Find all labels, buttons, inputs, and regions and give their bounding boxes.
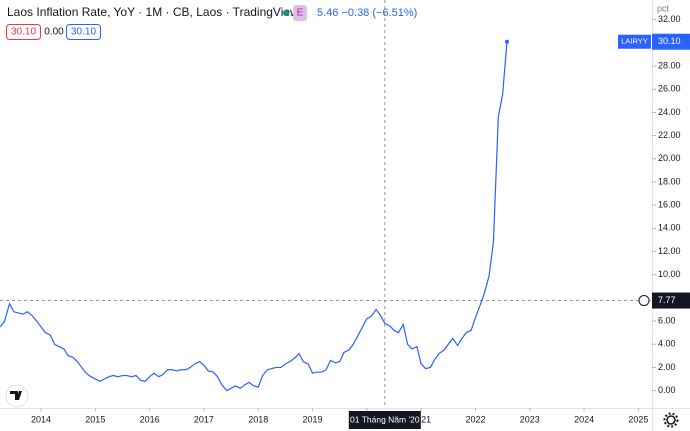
x-tick-label: 2023 <box>520 414 540 424</box>
crosshair-x-label: 01 Tháng Năm '20 <box>350 414 420 424</box>
x-tick-label: 2025 <box>628 414 648 424</box>
chart-title: Laos Inflation Rate, YoY · 1M · CB, Laos… <box>7 5 299 19</box>
x-tick-label: 2014 <box>31 414 51 424</box>
badge-box <box>66 24 101 40</box>
y-tick-label: 18.00 <box>658 176 681 186</box>
y-tick-label: 32.00 <box>658 14 681 24</box>
y-tick-label: 14.00 <box>658 223 681 233</box>
y-tick-label: 4.00 <box>658 339 676 349</box>
x-tick-label: 2018 <box>248 414 268 424</box>
last-value-box <box>652 33 690 50</box>
badge: 30.10 <box>11 27 36 38</box>
y-tick-label: 24.00 <box>658 107 681 117</box>
series-name: LAIRYY <box>621 37 648 46</box>
series-line <box>0 41 508 392</box>
last-point <box>504 39 509 44</box>
badge: 30.10 <box>71 27 96 38</box>
last-value-label: 30.10 <box>658 36 681 46</box>
crosshair-y-label: 7.77 <box>658 295 676 305</box>
x-tick-label: 2017 <box>194 414 214 424</box>
x-tick-label: 2022 <box>465 414 485 424</box>
crosshair-plus <box>638 295 650 307</box>
x-tick-label: 2024 <box>574 414 594 424</box>
plot <box>0 0 652 408</box>
y-tick-label: 12.00 <box>658 246 681 256</box>
y-tick-label: 20.00 <box>658 153 681 163</box>
settings-icon[interactable] <box>663 412 679 428</box>
x-tick-label: 2019 <box>303 414 323 424</box>
y-tick-label: 16.00 <box>658 200 681 210</box>
event-badge-box <box>293 5 307 21</box>
badge-box <box>6 24 41 40</box>
quote: 5.46 −0.38 (−6.51%) <box>317 7 417 19</box>
y-tick-label: 22.00 <box>658 130 681 140</box>
status-dot <box>283 10 289 16</box>
y-tick-label: 10.00 <box>658 269 681 279</box>
x-tick-label: 2021 <box>411 414 431 424</box>
y-tick-label: 26.00 <box>658 84 681 94</box>
x-tick-label: 2015 <box>85 414 105 424</box>
y-tick-label: 0.00 <box>658 385 676 395</box>
y-unit: pct <box>657 3 670 13</box>
y-tick-label: 2.00 <box>658 362 676 372</box>
series-name-box <box>618 34 651 49</box>
crosshair-y-box <box>652 292 690 309</box>
logo <box>5 384 29 408</box>
event-badge: E <box>297 8 304 19</box>
y-tick-label: 28.00 <box>658 60 681 70</box>
badge: 0.00 <box>44 27 64 38</box>
y-tick-label: 6.00 <box>658 315 676 325</box>
crosshair-x-box <box>348 411 421 429</box>
x-tick-label: 2016 <box>140 414 160 424</box>
